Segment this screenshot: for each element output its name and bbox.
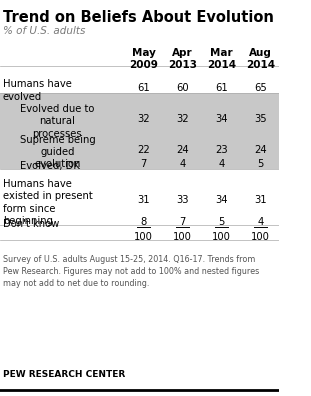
Text: Aug
2014: Aug 2014	[246, 48, 275, 70]
Text: 5: 5	[258, 159, 264, 169]
Text: PEW RESEARCH CENTER: PEW RESEARCH CENTER	[3, 370, 125, 379]
Text: 7: 7	[179, 217, 186, 227]
Text: 60: 60	[176, 83, 189, 93]
Text: Humans have
evolved: Humans have evolved	[3, 79, 72, 102]
Text: 23: 23	[215, 145, 228, 154]
Text: 7: 7	[140, 159, 147, 169]
Text: 34: 34	[215, 195, 228, 205]
Text: 32: 32	[176, 114, 189, 124]
Text: % of U.S. adults: % of U.S. adults	[3, 26, 85, 36]
Text: 100: 100	[212, 232, 231, 242]
Text: Evolved, DK: Evolved, DK	[20, 161, 79, 171]
Text: 22: 22	[137, 145, 150, 154]
Text: Supreme being
guided
evolution: Supreme being guided evolution	[20, 135, 95, 169]
Text: 5: 5	[218, 217, 225, 227]
Text: 61: 61	[137, 83, 150, 93]
Text: 100: 100	[134, 232, 153, 242]
Text: Humans have
existed in present
form since
beginning: Humans have existed in present form sinc…	[3, 179, 93, 226]
Text: 100: 100	[251, 232, 270, 242]
Text: 31: 31	[254, 195, 267, 205]
Text: 24: 24	[176, 145, 189, 154]
Text: 24: 24	[254, 145, 267, 154]
Text: 4: 4	[258, 217, 264, 227]
Text: 35: 35	[254, 114, 267, 124]
Text: 100: 100	[173, 232, 192, 242]
Text: 33: 33	[176, 195, 189, 205]
Text: 32: 32	[137, 114, 150, 124]
Text: 31: 31	[137, 195, 150, 205]
Text: Mar
2014: Mar 2014	[207, 48, 236, 70]
Text: 61: 61	[215, 83, 228, 93]
Text: Apr
2013: Apr 2013	[168, 48, 197, 70]
FancyBboxPatch shape	[0, 93, 279, 169]
Text: 8: 8	[141, 217, 147, 227]
Text: 65: 65	[254, 83, 267, 93]
Text: May
2009: May 2009	[129, 48, 158, 70]
Text: 4: 4	[179, 159, 186, 169]
Text: 34: 34	[215, 114, 228, 124]
Text: Don't know: Don't know	[3, 219, 59, 228]
Text: Survey of U.S. adults August 15-25, 2014. Q16-17. Trends from
Pew Research. Figu: Survey of U.S. adults August 15-25, 2014…	[3, 255, 259, 288]
Text: Trend on Beliefs About Evolution: Trend on Beliefs About Evolution	[3, 10, 274, 25]
Text: 4: 4	[218, 159, 225, 169]
Text: Evolved due to
natural
processes: Evolved due to natural processes	[20, 104, 94, 139]
